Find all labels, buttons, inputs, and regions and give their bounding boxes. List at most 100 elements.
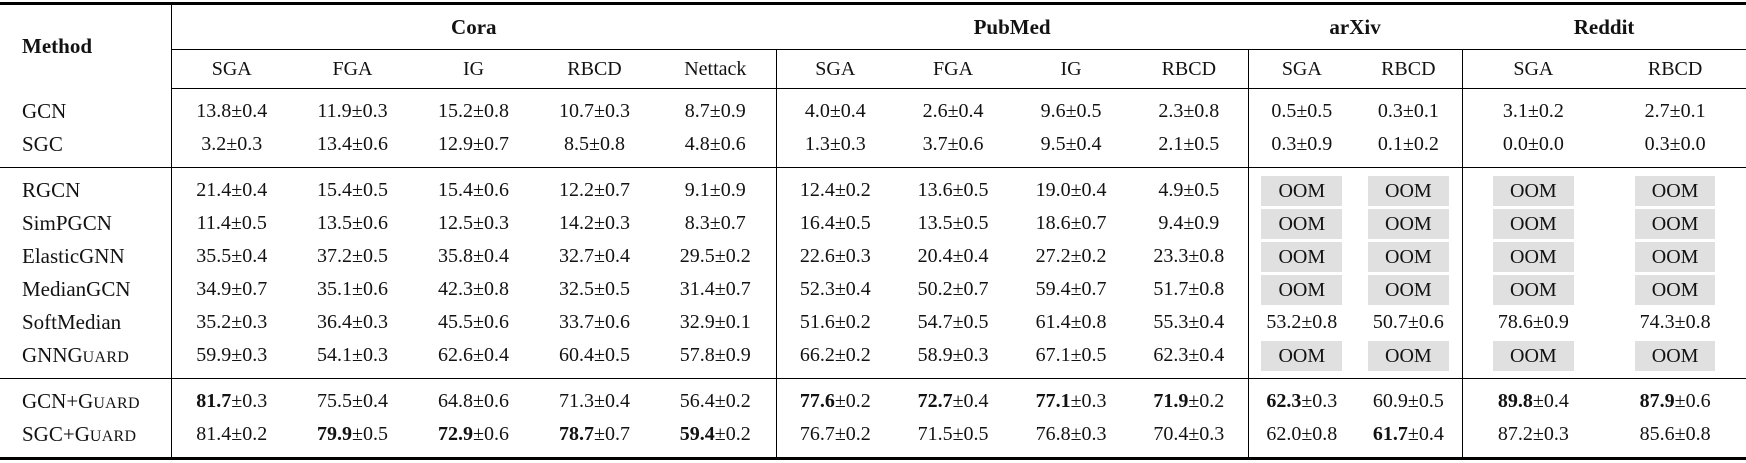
result-cell: 13.8±0.4 xyxy=(171,89,292,129)
result-cell: 62.0±0.8 xyxy=(1248,418,1355,459)
result-cell: 62.3±0.4 xyxy=(1130,339,1249,379)
result-cell: 71.9±0.2 xyxy=(1130,378,1249,418)
attack-header: RBCD xyxy=(1355,49,1463,89)
std-value: ±0.2 xyxy=(834,344,871,366)
result-cell: 3.2±0.3 xyxy=(171,128,292,168)
mean-value: 4.9 xyxy=(1158,179,1184,201)
std-value: ±0.3 xyxy=(829,133,866,155)
result-cell: 33.7±0.6 xyxy=(534,306,655,339)
std-value: ±0.4 xyxy=(231,100,268,122)
result-cell: 21.4±0.4 xyxy=(171,168,292,208)
std-value: ±0.4 xyxy=(594,245,630,267)
mean-value: 33.7 xyxy=(559,311,594,333)
table-section-1: GCN 13.8±0.4 11.9±0.3 15.2±0.8 10.7±0.3 8.7±0… xyxy=(0,88,1746,168)
result-cell: 11.4±0.5 xyxy=(171,207,292,240)
method-cell: GCN xyxy=(0,88,172,128)
method-cell: MedianGCN xyxy=(0,273,172,306)
mean-value: 18.6 xyxy=(1035,212,1071,234)
mean-value: 13.8 xyxy=(196,100,232,122)
std-value: ±0.8 xyxy=(1070,311,1107,333)
std-value: ±0.8 xyxy=(589,133,625,155)
std-value: ±0.5 xyxy=(1183,179,1220,201)
oom-badge: OOM xyxy=(1634,241,1716,272)
oom-badge: OOM xyxy=(1261,175,1343,206)
result-cell: 14.2±0.3 xyxy=(534,207,655,240)
group-header-pubmed: PubMed xyxy=(776,3,1249,50)
result-cell: 77.6±0.2 xyxy=(776,379,894,419)
mean-value: 19.0 xyxy=(1035,179,1071,201)
result-cell: 23.3±0.8 xyxy=(1130,240,1249,273)
mean-value: 62.3 xyxy=(1266,390,1302,412)
std-value: ±0.5 xyxy=(352,423,388,445)
result-cell: 12.4±0.2 xyxy=(776,168,894,208)
result-cell: 16.4±0.5 xyxy=(776,207,894,240)
mean-value: 35.8 xyxy=(438,245,473,267)
oom-cell: OOM xyxy=(1604,273,1746,306)
mean-value: 0.3 xyxy=(1271,133,1297,155)
result-cell: 62.6±0.4 xyxy=(413,339,534,379)
method-smallcaps: UARD xyxy=(93,395,140,412)
oom-badge: OOM xyxy=(1634,274,1716,305)
mean-value: 50.7 xyxy=(1372,311,1408,333)
attack-header: RBCD xyxy=(1604,49,1746,89)
table-row: GCN+GUARD 81.7±0.3 75.5±0.4 64.8±0.6 71.3±0.… xyxy=(0,378,1746,419)
std-value: ±0.9 xyxy=(714,344,751,366)
result-cell: 52.3±0.4 xyxy=(776,273,894,306)
std-value: ±0.3 xyxy=(231,390,268,412)
table-section-3: GCN+GUARD 81.7±0.3 75.5±0.4 64.8±0.6 71.3±0.… xyxy=(0,378,1746,459)
attack-header: IG xyxy=(413,49,534,89)
std-value: ±0.2 xyxy=(1527,100,1564,122)
mean-value: 4.8 xyxy=(684,133,710,155)
result-cell: 22.6±0.3 xyxy=(776,240,894,273)
mean-value: 62.0 xyxy=(1266,423,1302,445)
std-value: ±0.6 xyxy=(709,133,746,155)
mean-value: 53.2 xyxy=(1266,311,1302,333)
std-value: ±0.7 xyxy=(231,278,268,300)
std-value: ±0.2 xyxy=(1188,390,1225,412)
mean-value: 15.2 xyxy=(438,100,473,122)
mean-value: 66.2 xyxy=(799,344,835,366)
oom-badge: OOM xyxy=(1368,241,1449,272)
group-header-arxiv: arXiv xyxy=(1248,3,1463,50)
result-cell: 79.9±0.5 xyxy=(292,418,413,459)
oom-cell: OOM xyxy=(1462,168,1604,208)
mean-value: 27.2 xyxy=(1035,245,1071,267)
attack-header-row: SGA FGA IG RBCD Nettack SGA FGA IG RBCD … xyxy=(0,49,1746,89)
oom-cell: OOM xyxy=(1604,168,1746,208)
std-value: ±0.3 xyxy=(352,344,388,366)
result-cell: 13.5±0.6 xyxy=(292,207,413,240)
method-cell: ElasticGNN xyxy=(0,240,172,273)
result-cell: 45.5±0.6 xyxy=(413,306,534,339)
result-cell: 67.1±0.5 xyxy=(1012,339,1130,379)
mean-value: 81.4 xyxy=(196,423,232,445)
std-value: ±0.4 xyxy=(473,344,509,366)
result-cell: 35.1±0.6 xyxy=(292,273,413,306)
mean-value: 13.4 xyxy=(317,133,352,155)
std-value: ±0.5 xyxy=(352,179,388,201)
oom-badge: OOM xyxy=(1493,175,1574,206)
oom-cell: OOM xyxy=(1248,168,1355,208)
std-value: ±0.6 xyxy=(473,423,509,445)
result-cell: 2.3±0.8 xyxy=(1130,88,1249,128)
mean-value: 58.9 xyxy=(917,344,953,366)
std-value: ±0.1 xyxy=(1402,100,1439,122)
result-cell: 9.5±0.4 xyxy=(1012,128,1130,168)
mean-value: 15.4 xyxy=(317,179,352,201)
mean-value: 60.4 xyxy=(559,344,594,366)
std-value: ±0.2 xyxy=(714,245,751,267)
result-cell: 37.2±0.5 xyxy=(292,240,413,273)
mean-value: 0.3 xyxy=(1644,133,1670,155)
result-cell: 51.7±0.8 xyxy=(1130,273,1249,306)
result-cell: 85.6±0.8 xyxy=(1604,418,1746,459)
mean-value: 36.4 xyxy=(317,311,352,333)
result-cell: 55.3±0.4 xyxy=(1130,306,1249,339)
mean-value: 0.3 xyxy=(1377,100,1403,122)
std-value: ±0.2 xyxy=(834,390,871,412)
mean-value: 62.6 xyxy=(438,344,473,366)
attack-header: FGA xyxy=(292,49,413,89)
oom-badge: OOM xyxy=(1493,208,1574,239)
std-value: ±0.6 xyxy=(594,311,630,333)
std-value: ±0.5 xyxy=(594,278,630,300)
std-value: ±0.5 xyxy=(1070,344,1107,366)
